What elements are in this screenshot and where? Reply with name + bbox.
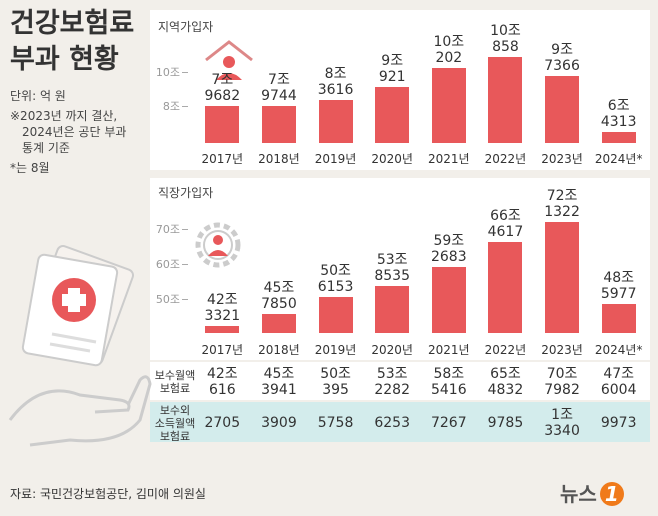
bar: [318, 297, 353, 333]
bar: [318, 99, 353, 143]
table-cell: 9785: [487, 415, 524, 431]
y-tick-label: 70조: [155, 223, 180, 237]
bar: [431, 68, 466, 143]
tick-mark: [182, 264, 188, 266]
table-cell: 42조 616: [206, 366, 238, 398]
value-label: 8조 3616: [317, 65, 354, 98]
value-label: 9조 7366: [544, 42, 580, 75]
value-label: 42조 3321: [204, 291, 241, 324]
table-row-bg: [150, 402, 650, 442]
title-line: 부과 현황: [10, 44, 119, 75]
x-tick-label: 2017년: [201, 343, 244, 357]
x-tick-label: 2017년: [201, 152, 244, 166]
value-label: 48조 5977: [600, 270, 637, 303]
note: *는 8월: [10, 161, 50, 175]
bar: [205, 325, 240, 333]
bar: [205, 106, 240, 143]
x-tick-label: 2018년: [258, 152, 300, 166]
x-tick-label: 2020년: [371, 343, 413, 357]
tick-mark: [182, 229, 188, 231]
x-tick-label: 2024년*: [594, 343, 643, 357]
y-tick-label: 8조: [162, 99, 180, 113]
house-icon: [205, 40, 253, 80]
bar: [601, 304, 636, 333]
x-tick-label: 2022년: [484, 152, 527, 166]
table-cell: 2705: [204, 415, 241, 431]
x-tick-label: 2023년: [541, 343, 583, 357]
bar: [545, 76, 580, 143]
title-line: 건강보험료: [10, 8, 135, 39]
bar: [261, 106, 296, 143]
note: 통계 기준: [22, 141, 70, 155]
logo-text: 뉴스: [560, 482, 597, 506]
tick-mark: [182, 299, 188, 301]
bar: [545, 221, 580, 333]
bar: [488, 57, 523, 143]
note: 2024년은 공단 부과: [22, 125, 127, 139]
table-cell: 53조 2282: [374, 366, 410, 398]
tick-mark: [182, 105, 188, 107]
chart-subtitle: 직장가입자: [158, 186, 214, 200]
x-tick-label: 2018년: [258, 343, 300, 357]
table-cell: 65조 4832: [487, 366, 524, 398]
gear-icon: [195, 222, 241, 268]
table-cell: 6253: [374, 415, 410, 431]
value-label: 53조 8535: [374, 251, 410, 284]
value-label: 7조 9744: [261, 72, 297, 105]
table-cell: 45조 3941: [261, 366, 297, 398]
x-tick-label: 2021년: [428, 343, 470, 357]
tick-mark: [182, 72, 188, 74]
row-header: 보수월액 보험료: [154, 369, 196, 395]
card-illustration: [8, 245, 152, 447]
value-label: 59조 2683: [430, 232, 467, 265]
value-label: 10조 858: [490, 23, 521, 56]
table-cell: 70조 7982: [544, 366, 580, 398]
note: ※2023년 까지 결산,: [10, 109, 118, 123]
x-tick-label: 2024년*: [594, 152, 643, 166]
logo: 뉴스 1: [560, 478, 624, 507]
x-tick-label: 2020년: [371, 152, 413, 166]
y-tick-label: 50조: [155, 293, 180, 307]
y-tick-label: 10조: [155, 66, 180, 80]
bar: [375, 87, 410, 143]
chart-subtitle: 지역가입자: [158, 20, 214, 34]
source: 자료: 국민건강보험공단, 김미애 의원실: [10, 487, 206, 501]
table-cell: 50조 395: [320, 366, 351, 398]
x-tick-label: 2023년: [541, 152, 583, 166]
table-row-bg: [150, 362, 650, 400]
bar: [488, 241, 523, 333]
table-cell: 9973: [600, 415, 637, 431]
logo-mark: 1: [599, 482, 624, 506]
row-header: 보수외 소득월액 보험료: [154, 403, 196, 443]
x-tick-label: 2021년: [428, 152, 470, 166]
table-cell: 7267: [430, 415, 467, 431]
table-cell: 3909: [261, 415, 297, 431]
x-tick-label: 2019년: [314, 152, 357, 166]
value-label: 72조 1322: [544, 187, 580, 220]
value-label: 50조 6153: [317, 263, 354, 296]
note: 단위: 억 원: [10, 89, 66, 103]
table-cell: 5758: [317, 415, 354, 431]
x-tick-label: 2019년: [314, 343, 357, 357]
table-cell: 58조 5416: [430, 366, 467, 398]
bar: [431, 266, 466, 333]
bar: [375, 285, 410, 333]
table-cell: 47조 6004: [600, 366, 637, 398]
value-label: 6조 4313: [600, 98, 637, 131]
value-label: 7조 9682: [204, 72, 241, 105]
value-label: 66조 4617: [487, 207, 524, 240]
value-label: 10조 202: [433, 34, 465, 67]
x-tick-label: 2022년: [484, 343, 527, 357]
value-label: 45조 7850: [261, 279, 297, 312]
table-cell: 1조 3340: [544, 407, 580, 439]
bar: [261, 313, 296, 333]
y-tick-label: 60조: [155, 258, 180, 272]
value-label: 9조 921: [378, 53, 406, 86]
bar: [601, 132, 636, 143]
